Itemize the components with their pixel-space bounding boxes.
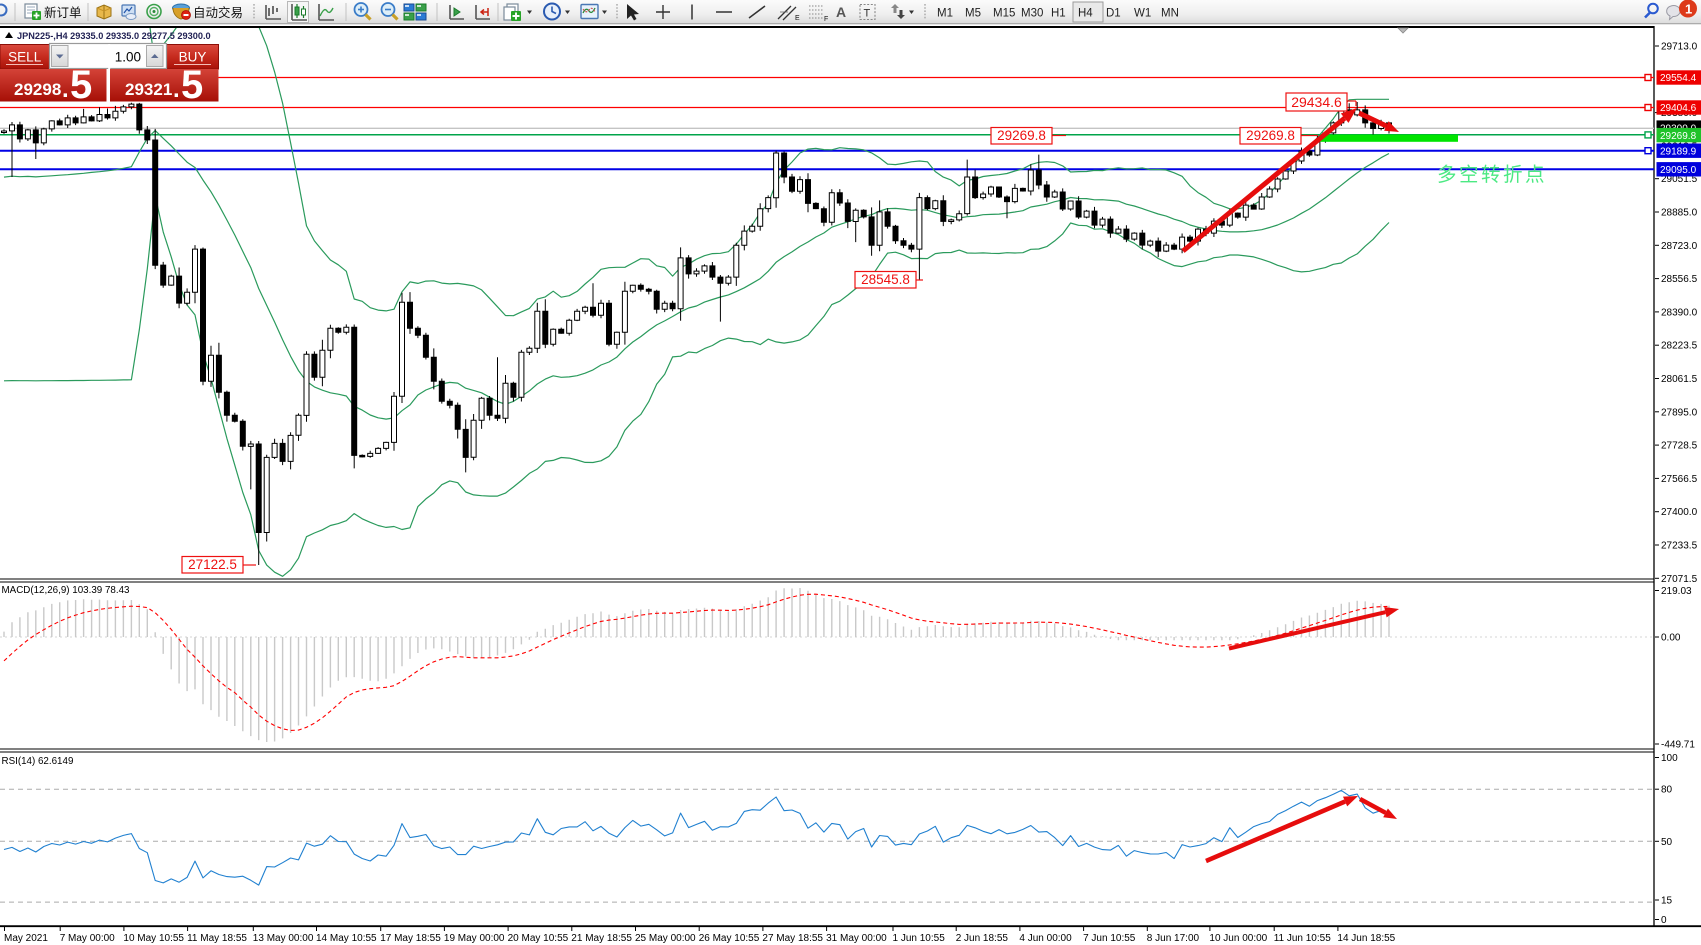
svg-text:SELL: SELL xyxy=(8,50,42,65)
svg-text:M1: M1 xyxy=(937,8,953,20)
svg-text:28390.0: 28390.0 xyxy=(1661,307,1698,318)
svg-text:May 2021: May 2021 xyxy=(4,933,48,944)
svg-text:27400.0: 27400.0 xyxy=(1661,507,1698,518)
svg-text:100: 100 xyxy=(1661,753,1678,764)
svg-text:14 Jun 18:55: 14 Jun 18:55 xyxy=(1337,933,1395,944)
svg-text:T: T xyxy=(864,8,871,20)
svg-text:29095.0: 29095.0 xyxy=(1660,165,1697,176)
svg-text:28223.5: 28223.5 xyxy=(1661,341,1698,352)
svg-text:27895.0: 27895.0 xyxy=(1661,407,1698,418)
svg-text:7 May 00:00: 7 May 00:00 xyxy=(60,933,115,944)
svg-text:1: 1 xyxy=(1685,2,1692,17)
svg-text:27566.5: 27566.5 xyxy=(1661,474,1698,485)
svg-text:MN: MN xyxy=(1161,8,1179,20)
svg-text:BUY: BUY xyxy=(179,50,207,65)
svg-text:MACD(12,26,9) 103.39 78.43: MACD(12,26,9) 103.39 78.43 xyxy=(2,585,131,596)
svg-text:50: 50 xyxy=(1661,837,1673,848)
svg-text:.: . xyxy=(173,76,180,103)
svg-text:多空转折点: 多空转折点 xyxy=(1437,164,1547,186)
svg-text:29713.0: 29713.0 xyxy=(1661,42,1698,53)
svg-text:29298: 29298 xyxy=(14,80,61,99)
svg-text:7 Jun 10:55: 7 Jun 10:55 xyxy=(1083,933,1136,944)
svg-text:JPN225-,H4 29335.0 29335.0 29: JPN225-,H4 29335.0 29335.0 29277.5 29300… xyxy=(17,31,211,41)
svg-text:D1: D1 xyxy=(1106,8,1121,20)
svg-text:29321: 29321 xyxy=(125,80,172,99)
svg-text:10 Jun 00:00: 10 Jun 00:00 xyxy=(1209,933,1267,944)
svg-text:-449.71: -449.71 xyxy=(1661,740,1695,751)
svg-text:H1: H1 xyxy=(1051,8,1066,20)
svg-text:M30: M30 xyxy=(1021,8,1043,20)
svg-text:28556.5: 28556.5 xyxy=(1661,274,1698,285)
svg-text:27122.5: 27122.5 xyxy=(188,557,237,572)
svg-text:5: 5 xyxy=(70,63,92,107)
svg-text:M5: M5 xyxy=(965,8,981,20)
svg-text:25 May 00:00: 25 May 00:00 xyxy=(635,933,696,944)
svg-text:8 Jun 17:00: 8 Jun 17:00 xyxy=(1147,933,1200,944)
svg-text:27233.5: 27233.5 xyxy=(1661,541,1698,552)
svg-text:29404.6: 29404.6 xyxy=(1660,103,1697,114)
svg-text:29434.6: 29434.6 xyxy=(1291,94,1342,110)
svg-text:21 May 18:55: 21 May 18:55 xyxy=(571,933,632,944)
svg-text:29554.4: 29554.4 xyxy=(1660,73,1697,84)
svg-text:15: 15 xyxy=(1661,896,1673,907)
svg-text:80: 80 xyxy=(1661,785,1673,796)
svg-text:28885.0: 28885.0 xyxy=(1661,208,1698,219)
svg-text:29189.9: 29189.9 xyxy=(1660,146,1697,157)
svg-text:1 Jun 10:55: 1 Jun 10:55 xyxy=(893,933,946,944)
svg-text:28061.5: 28061.5 xyxy=(1661,374,1698,385)
svg-text:29269.8: 29269.8 xyxy=(997,128,1046,143)
svg-text:RSI(14) 62.6149: RSI(14) 62.6149 xyxy=(2,756,74,767)
svg-text:27 May 18:55: 27 May 18:55 xyxy=(762,933,823,944)
svg-text:M15: M15 xyxy=(993,8,1015,20)
svg-text:F: F xyxy=(824,16,828,23)
svg-text:20 May 10:55: 20 May 10:55 xyxy=(508,933,569,944)
svg-text:H4: H4 xyxy=(1078,8,1093,20)
svg-text:28723.0: 28723.0 xyxy=(1661,241,1698,252)
svg-text:W1: W1 xyxy=(1134,8,1151,20)
svg-text:2 Jun 18:55: 2 Jun 18:55 xyxy=(956,933,1009,944)
svg-text:0.00: 0.00 xyxy=(1661,633,1681,644)
svg-text:11 May 18:55: 11 May 18:55 xyxy=(187,933,247,944)
svg-text:自动交易: 自动交易 xyxy=(193,5,243,20)
svg-text:1.00: 1.00 xyxy=(115,50,141,65)
svg-text:29269.8: 29269.8 xyxy=(1246,128,1295,143)
svg-text:29269.8: 29269.8 xyxy=(1660,131,1697,142)
svg-text:19 May 00:00: 19 May 00:00 xyxy=(444,933,505,944)
svg-text:10 May 10:55: 10 May 10:55 xyxy=(123,933,184,944)
svg-text:E: E xyxy=(795,15,800,22)
svg-text:17 May 18:55: 17 May 18:55 xyxy=(380,933,441,944)
svg-text:新订单: 新订单 xyxy=(44,5,82,20)
svg-text:29051.5: 29051.5 xyxy=(1661,174,1698,185)
svg-text:4 Jun 00:00: 4 Jun 00:00 xyxy=(1019,933,1072,944)
svg-text:.: . xyxy=(62,76,69,103)
svg-text:A: A xyxy=(836,4,846,20)
svg-text:28545.8: 28545.8 xyxy=(861,272,910,287)
svg-text:5: 5 xyxy=(181,63,203,107)
svg-text:219.03: 219.03 xyxy=(1661,586,1692,597)
svg-text:11 Jun 10:55: 11 Jun 10:55 xyxy=(1274,933,1332,944)
svg-text:14 May 10:55: 14 May 10:55 xyxy=(316,933,377,944)
svg-text:13 May 00:00: 13 May 00:00 xyxy=(253,933,314,944)
svg-text:27071.5: 27071.5 xyxy=(1661,574,1698,585)
svg-text:26 May 10:55: 26 May 10:55 xyxy=(699,933,760,944)
svg-text:0: 0 xyxy=(1661,915,1667,926)
svg-text:27728.5: 27728.5 xyxy=(1661,441,1698,452)
svg-text:31 May 00:00: 31 May 00:00 xyxy=(826,933,887,944)
